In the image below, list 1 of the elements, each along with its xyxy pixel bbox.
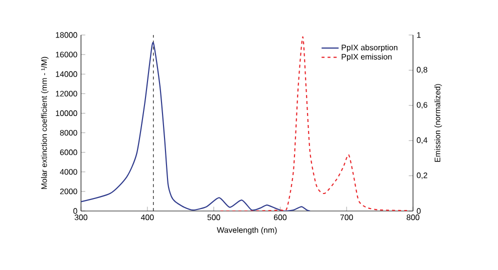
line-series	[81, 42, 311, 211]
